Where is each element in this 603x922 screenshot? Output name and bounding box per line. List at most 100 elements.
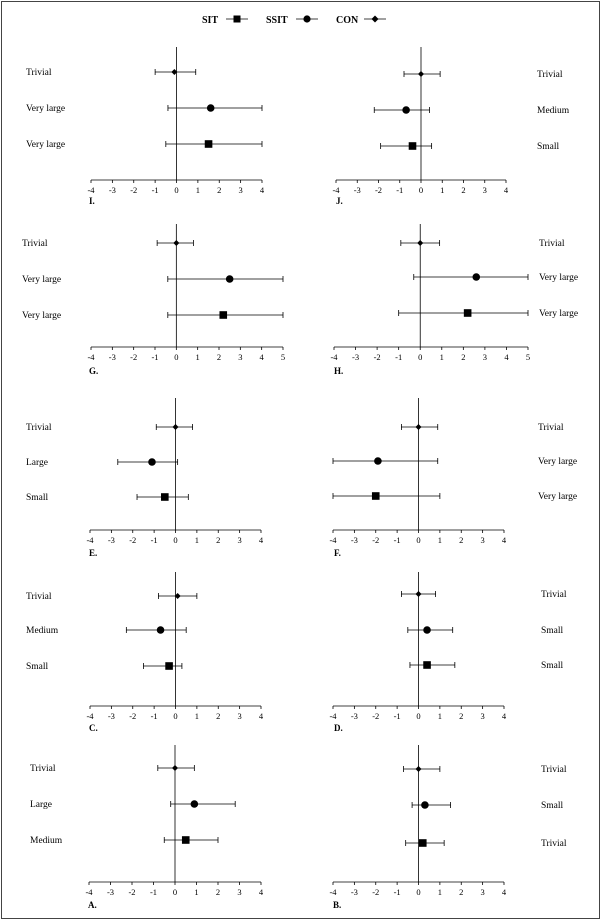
x-tick-label: -3 <box>109 185 116 195</box>
x-tick-label: -1 <box>394 711 401 721</box>
x-tick-label: -3 <box>107 887 114 897</box>
x-tick-label: 4 <box>504 352 509 362</box>
estimate-marker-diamond <box>172 424 179 430</box>
x-tick-label: -3 <box>354 185 361 195</box>
x-tick-label: -2 <box>375 185 382 195</box>
estimate-marker-circle <box>225 275 234 283</box>
x-tick-label: 4 <box>502 887 507 897</box>
x-tick-label: 0 <box>416 887 420 897</box>
legend-entry-ssit: SSIT <box>266 15 318 26</box>
effect-size-label: Very large <box>22 311 61 321</box>
x-tick-label: 2 <box>459 711 463 721</box>
legend-marker-diamond <box>371 15 378 23</box>
legend-label-sit: SIT <box>202 15 218 26</box>
x-tick-label: -2 <box>130 352 137 362</box>
x-tick-label: 3 <box>483 352 487 362</box>
x-tick-label: -4 <box>87 185 95 195</box>
estimate-marker-circle <box>472 273 481 281</box>
estimate-marker-diamond <box>172 765 178 771</box>
panel-d: -4 -3 -2 -1 0 1 2 3 4 D. Trivial Small Small <box>329 572 567 733</box>
x-tick-label: 2 <box>461 352 465 362</box>
panel-label: H. <box>334 366 343 376</box>
estimate-marker-square <box>423 661 431 669</box>
effect-size-label: Very large <box>538 492 577 502</box>
x-tick-label: 3 <box>239 185 243 195</box>
x-tick-label: -2 <box>372 535 379 545</box>
x-tick-label: -4 <box>332 185 340 195</box>
x-tick-label: 0 <box>418 352 422 362</box>
x-tick-label: 2 <box>217 352 221 362</box>
panel-label: B. <box>333 900 341 910</box>
x-tick-label: 2 <box>216 535 220 545</box>
effect-size-label: Small <box>537 142 560 152</box>
x-tick-label: 3 <box>238 535 242 545</box>
effect-size-label: Very large <box>26 104 65 114</box>
x-tick-label: 0 <box>173 887 177 897</box>
effect-size-label: Large <box>30 800 52 810</box>
x-tick-label: 1 <box>438 887 442 897</box>
estimate-marker-square <box>219 311 228 319</box>
x-tick-label: 4 <box>259 535 264 545</box>
panel-i: -4 -3 -2 -1 0 1 2 3 4 I. Trivial Very large Very lar… <box>26 47 265 206</box>
estimate-marker-square <box>463 309 472 317</box>
x-tick-label: 1 <box>440 352 444 362</box>
x-tick-label: -4 <box>329 711 337 721</box>
x-tick-label: -2 <box>374 352 381 362</box>
x-tick-label: 1 <box>196 185 200 195</box>
x-tick-label: 4 <box>260 185 265 195</box>
x-tick-label: 3 <box>481 711 485 721</box>
x-tick-label: -2 <box>372 711 379 721</box>
panel-label: I. <box>89 196 95 206</box>
effect-size-label: Very large <box>538 457 577 467</box>
panel-h: -4 -3 -2 -1 0 1 2 3 4 5 H. Trivial Very large Very la… <box>330 224 578 376</box>
x-tick-label: -3 <box>108 711 115 721</box>
estimate-marker-diamond <box>417 240 424 246</box>
estimate-marker-circle <box>156 626 165 634</box>
estimate-marker-diamond <box>415 591 422 597</box>
x-tick-label: -3 <box>351 887 358 897</box>
x-tick-label: -3 <box>108 535 115 545</box>
x-tick-label: 1 <box>438 535 442 545</box>
x-tick-label: 0 <box>173 711 177 721</box>
estimate-marker-square <box>418 839 427 847</box>
x-tick-label: -1 <box>152 185 159 195</box>
x-tick-label: 3 <box>483 185 487 195</box>
x-tick-label: 3 <box>481 887 485 897</box>
x-tick-label: 0 <box>419 185 423 195</box>
x-tick-label: 0 <box>174 352 178 362</box>
x-tick-label: 3 <box>237 887 241 897</box>
x-tick-label: -3 <box>351 711 358 721</box>
x-tick-label: 2 <box>216 711 220 721</box>
legend-label-ssit: SSIT <box>266 15 288 26</box>
effect-size-label: Small <box>26 493 49 503</box>
x-tick-label: 1 <box>438 711 442 721</box>
x-tick-label: 0 <box>416 711 420 721</box>
estimate-marker-circle <box>421 801 429 809</box>
x-tick-label: -1 <box>151 352 158 362</box>
x-tick-label: 1 <box>196 352 200 362</box>
x-tick-label: -3 <box>109 352 116 362</box>
estimate-marker-square <box>408 142 417 150</box>
x-tick-label: 2 <box>216 887 220 897</box>
effect-size-label: Trivial <box>26 68 52 78</box>
x-tick-label: 4 <box>260 352 265 362</box>
x-tick-label: -2 <box>130 185 137 195</box>
x-tick-label: 1 <box>440 185 444 195</box>
effect-size-label: Trivial <box>26 592 52 602</box>
estimate-marker-circle <box>190 800 199 808</box>
effect-size-label: Trivial <box>541 765 567 775</box>
x-tick-label: -1 <box>151 711 158 721</box>
estimate-marker-diamond <box>415 424 422 430</box>
x-tick-label: 1 <box>195 535 199 545</box>
panel-e: -4 -3 -2 -1 0 1 2 3 4 E. Trivial Large Small <box>26 398 264 558</box>
estimate-marker-circle <box>402 106 410 114</box>
panel-label: A. <box>88 900 97 910</box>
effect-size-label: Trivial <box>541 839 567 849</box>
effect-size-label: Medium <box>26 626 59 636</box>
effect-size-label: Trivial <box>538 423 564 433</box>
estimate-marker-diamond <box>418 71 424 77</box>
x-tick-label: 2 <box>459 535 463 545</box>
estimate-marker-circle <box>148 458 156 466</box>
